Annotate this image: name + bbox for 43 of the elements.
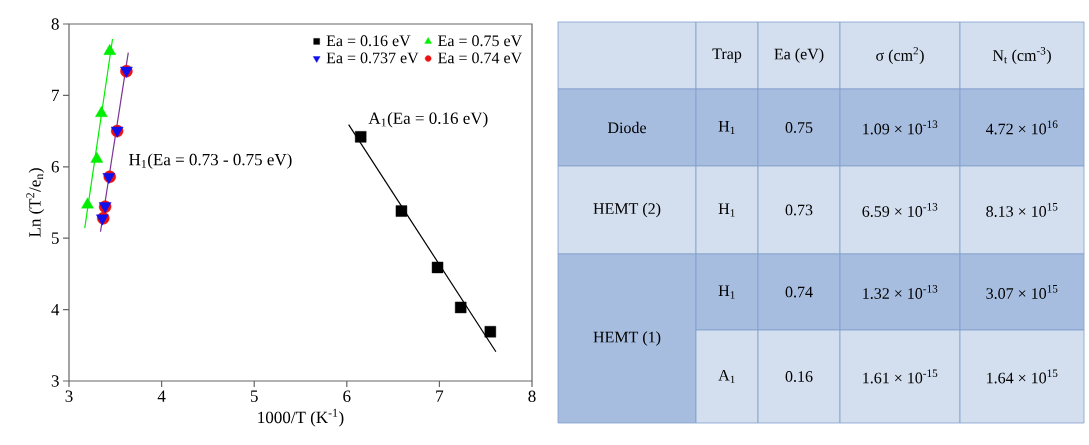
y-tick-label: 7 — [52, 89, 59, 101]
text: 0.75 — [785, 122, 813, 133]
text: 6.59 × 10$^{-13}$ — [862, 203, 938, 217]
y-tick-label: 8 — [51, 18, 59, 30]
text: 8.13 × 10$^{15}$ — [986, 203, 1058, 217]
y-axis-title: Ln (T$^{2}$/e$_{n}$) — [26, 168, 45, 238]
legend-label: Ea = 0.737 eV — [326, 52, 419, 64]
category-label: N$_{t}$ (cm$^{-3}$) — [992, 46, 1051, 65]
x-tick-label: 7 — [436, 390, 444, 402]
text: 0.74 — [785, 286, 813, 298]
x-tick-label: 5 — [250, 390, 258, 402]
y-tick-label: 6 — [51, 161, 59, 173]
text: A$_{1}$ — [718, 369, 735, 384]
category-label: Trap — [712, 48, 742, 63]
x-tick-label: 8 — [528, 390, 536, 403]
legend-label: Ea = 0.16 eV — [326, 35, 411, 47]
text: HEMT (2) — [593, 202, 661, 218]
x-tick-label: 6 — [343, 390, 351, 402]
text: Diode — [607, 121, 646, 134]
text: H$_{1}$ — [718, 203, 735, 217]
text: 1.32 × 10$^{-13}$ — [863, 285, 938, 299]
category-label: Ea (eV) — [774, 48, 824, 63]
y-tick-label: 3 — [51, 375, 59, 387]
text: 3.07 × 10$^{15}$ — [986, 285, 1058, 299]
text: H$_{1}$ — [718, 285, 735, 299]
text: 1.09 × 10$^{-13}$ — [863, 120, 938, 135]
category-label: σ (cm$^{2}$) — [876, 46, 924, 65]
x-axis-title: 1000/T (K$^{-1}$) — [258, 408, 344, 427]
text: 1.64 × 10$^{15}$ — [987, 369, 1058, 384]
y-tick-label: 4 — [51, 304, 60, 316]
x-tick-label: 4 — [157, 390, 166, 402]
text: 0.16 — [785, 371, 813, 382]
legend-label: Ea = 0.74 eV — [438, 52, 522, 64]
annotation: H$_{1}$(Ea = 0.73 - 0.75 eV) — [129, 153, 292, 169]
y-tick-label: 5 — [51, 232, 59, 244]
text: 0.73 — [785, 204, 813, 216]
text: 1.61 × 10$^{-15}$ — [863, 369, 938, 384]
legend-label: Ea = 0.75 eV — [438, 35, 522, 47]
annotation: A$_{1}$(Ea = 0.16 eV) — [368, 111, 488, 128]
x-tick-label: 3 — [65, 390, 73, 402]
text: 4.72 × 10$^{16}$ — [985, 120, 1058, 135]
text: HEMT (1) — [593, 331, 661, 346]
text: H$_{1}$ — [718, 120, 735, 135]
